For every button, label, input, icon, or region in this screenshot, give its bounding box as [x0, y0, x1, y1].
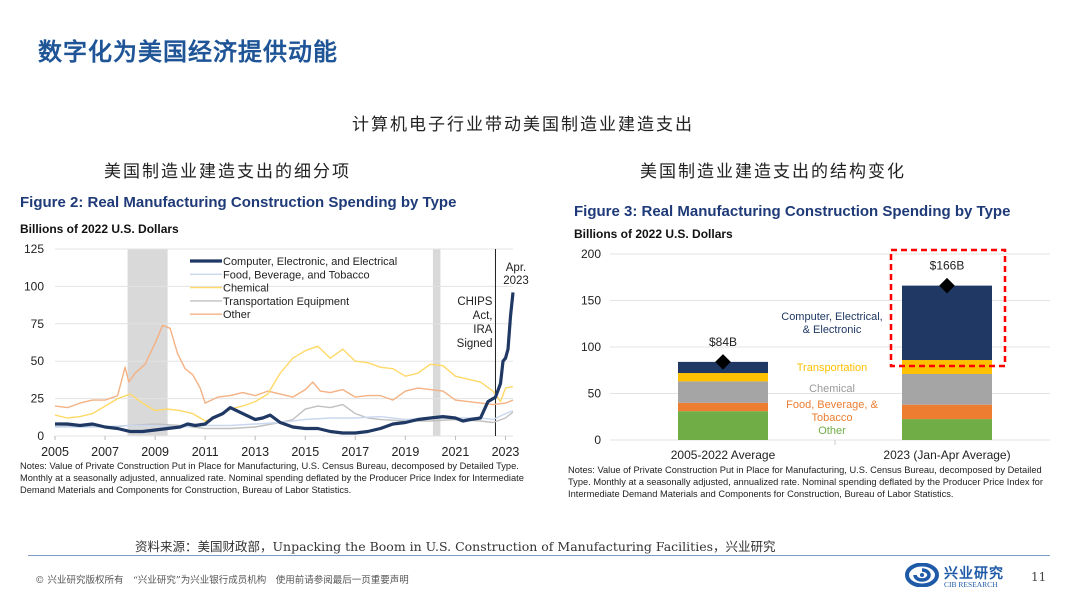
annotation-apr-line-0: Apr. — [506, 262, 526, 274]
y-tick-label-100: 100 — [581, 340, 601, 354]
total-label-1: $166B — [930, 259, 965, 273]
y-tick-label-50: 50 — [31, 354, 45, 368]
footer-divider — [28, 555, 1050, 556]
annotation-chips-line-1: Act, — [473, 310, 493, 322]
bar-segment-0-other — [678, 411, 768, 440]
bar-segment-1-transportation — [902, 360, 992, 374]
x-tick-label-2017: 2017 — [341, 445, 369, 459]
y-tick-label-150: 150 — [581, 294, 601, 308]
total-label-0: $84B — [709, 335, 737, 349]
figure2-notes: Notes: Value of Private Construction Put… — [20, 461, 524, 495]
legend-label-2: Chemical — [223, 283, 269, 295]
left-chart-caption: 美国制造业建造支出的细分项 — [104, 162, 351, 182]
page-number: 11 — [1031, 570, 1047, 584]
y-tick-label-100: 100 — [24, 279, 44, 293]
inline-legend-4-0: Computer, Electrical, — [781, 311, 882, 323]
y-tick-label-0: 0 — [37, 429, 44, 443]
legend-label-0: Computer, Electronic, and Electrical — [223, 256, 397, 268]
copyright-notice: © 兴业研究版权所有 “兴业研究”为兴业银行成员机构 使用前请参阅最后一页重要声… — [35, 575, 409, 586]
figure3-title: Figure 3: Real Manufacturing Constructio… — [574, 203, 1011, 220]
annotation-chips-line-3: Signed — [457, 338, 493, 350]
y-tick-label-75: 75 — [31, 317, 45, 331]
figure2-unit: Billions of 2022 U.S. Dollars — [20, 222, 179, 236]
x-tick-label-2013: 2013 — [241, 445, 269, 459]
inline-legend-1-0: Food, Beverage, & — [786, 399, 878, 411]
legend-label-4: Other — [223, 309, 251, 321]
x-tick-label-2005: 2005 — [41, 445, 69, 459]
series-line-chemical — [54, 345, 514, 422]
x-tick-label-2023: 2023 — [492, 445, 520, 459]
figure3-unit: Billions of 2022 U.S. Dollars — [574, 227, 733, 241]
x-tick-label-2019: 2019 — [391, 445, 419, 459]
bar-segment-1-computer-electrical-electronic — [902, 285, 992, 361]
y-tick-label-50: 50 — [588, 387, 602, 401]
highlight-dashed-box — [889, 248, 1007, 368]
bar-segment-1-chemical — [902, 373, 992, 405]
inline-legend-4-1: & Electronic — [803, 324, 862, 336]
y-tick-label-25: 25 — [31, 392, 45, 406]
legend-label-3: Transportation Equipment — [223, 296, 349, 308]
y-tick-label-200: 200 — [581, 247, 601, 261]
bar-segment-1-food-beverage-tobacco — [902, 404, 992, 420]
y-tick-label-0: 0 — [594, 433, 601, 447]
x-tick-label-2007: 2007 — [91, 445, 119, 459]
page-title: 数字化为美国经济提供动能 — [38, 37, 338, 66]
x-tick-label-2021: 2021 — [442, 445, 470, 459]
figure2-title: Figure 2: Real Manufacturing Constructio… — [20, 194, 457, 211]
source-note: 资料来源：美国财政部，Unpacking the Boom in U.S. Co… — [135, 539, 776, 554]
bar-segment-0-chemical — [678, 381, 768, 403]
recession-shade-0 — [127, 249, 168, 436]
bar-segment-0-transportation — [678, 373, 768, 382]
logo-text-en: CIB RESEARCH — [944, 580, 998, 589]
x-tick-label-2011: 2011 — [192, 445, 219, 459]
y-tick-label-125: 125 — [24, 242, 44, 256]
x-category-label-1: 2023 (Jan-Apr Average) — [883, 448, 1010, 462]
figure2-line-chart: 0 25 50 75 100 125 2005 2007 2009 2011 2013 2015 201… — [24, 242, 529, 459]
x-tick-label-2015: 2015 — [291, 445, 319, 459]
cib-swirl-logo-icon — [905, 563, 939, 587]
logo-text-cn: 兴业研究 — [944, 566, 1004, 582]
figure3-stacked-bar-chart: 0 50 100 150 200 $84B 2005-2022 Average $166B 20… — [581, 247, 1050, 462]
annotation-chips-line-2: IRA — [473, 324, 493, 336]
bar-segment-1-other — [902, 419, 992, 440]
legend-label-1: Food, Beverage, and Tobacco — [223, 269, 370, 281]
series-line-other — [54, 324, 514, 409]
page-subtitle: 计算机电子行业带动美国制造业建造支出 — [352, 115, 694, 135]
x-tick-label-2009: 2009 — [141, 445, 169, 459]
recession-shade-1 — [432, 249, 441, 436]
series-line-computer-electronic-and-electrical — [55, 292, 515, 435]
annotation-apr-line-1: 2023 — [503, 275, 529, 287]
right-chart-caption: 美国制造业建造支出的结构变化 — [640, 162, 906, 182]
x-category-label-0: 2005-2022 Average — [671, 448, 776, 462]
inline-legend-2-0: Chemical — [809, 383, 855, 395]
annotation-chips-line-0: CHIPS — [457, 296, 492, 308]
bar-segment-0-food-beverage-tobacco — [678, 402, 768, 412]
inline-legend-3-0: Transportation — [797, 362, 868, 374]
inline-legend-1-1: Tobacco — [812, 412, 853, 424]
inline-legend-0-0: Other — [818, 425, 846, 437]
figure3-notes: Notes: Value of Private Construction Put… — [568, 465, 1043, 499]
